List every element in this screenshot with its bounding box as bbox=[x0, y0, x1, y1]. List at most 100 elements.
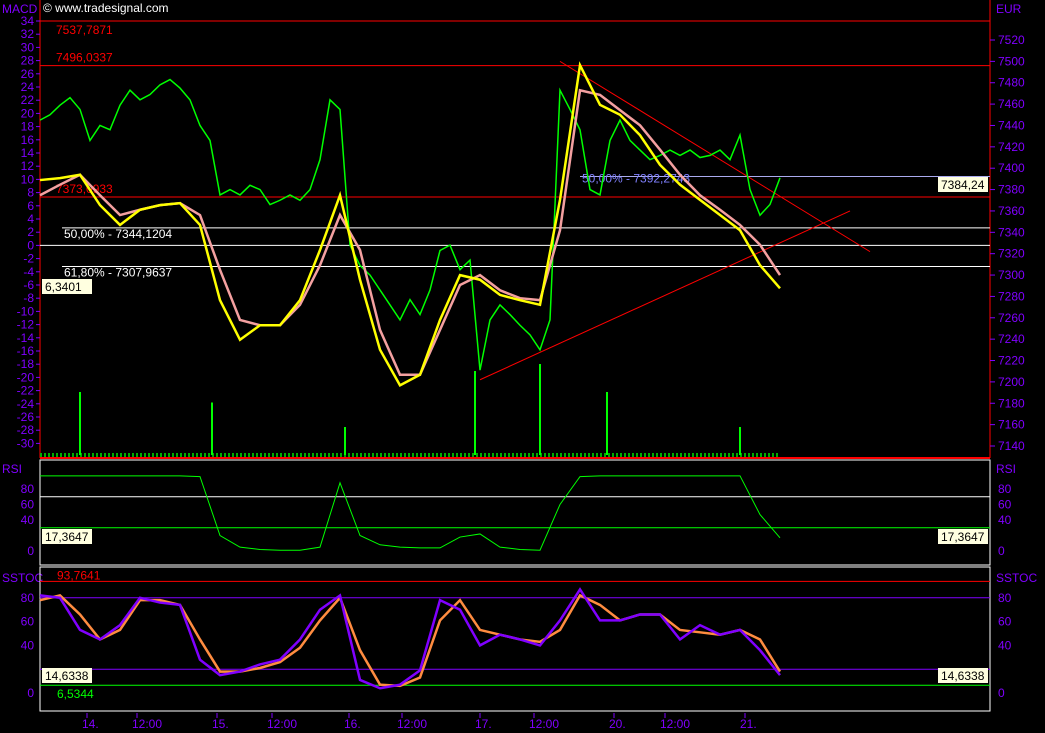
eur-tick-label: 7380 bbox=[998, 183, 1025, 197]
price-level-label: 7373,0933 bbox=[56, 182, 113, 196]
macd-tick-label: -18 bbox=[17, 357, 35, 371]
trendline-upper bbox=[559, 60, 871, 253]
sstoc-panel-border bbox=[39, 566, 991, 712]
price-current-value-bg bbox=[938, 177, 988, 192]
sstoc-tick-label-right: 60 bbox=[998, 615, 1012, 629]
sstoc-current-value-left: 14,6338 bbox=[45, 669, 89, 683]
sstoc-tick-label-left: 80 bbox=[21, 591, 35, 605]
sstoc-current-value-left-bg bbox=[42, 668, 92, 683]
eur-tick-label: 7220 bbox=[998, 354, 1025, 368]
macd-tick-label: 2 bbox=[27, 225, 34, 239]
sstoc-fast-line bbox=[39, 587, 781, 690]
macd-tick-label: -24 bbox=[17, 397, 35, 411]
rsi-line bbox=[40, 475, 781, 551]
rsi-panel-border bbox=[39, 459, 991, 566]
sstoc-slow-line bbox=[39, 593, 782, 688]
rsi-tick-label-left: 80 bbox=[21, 482, 35, 496]
rsi-tick-label-left: 60 bbox=[21, 498, 35, 512]
macd-tick-label: 10 bbox=[21, 172, 35, 186]
eur-tick-label: 7400 bbox=[998, 161, 1025, 175]
eur-tick-label: 7140 bbox=[998, 439, 1025, 453]
rsi-current-value-right: 17,3647 bbox=[941, 530, 985, 544]
eur-tick-label: 7260 bbox=[998, 311, 1025, 325]
macd-tick-label: 12 bbox=[21, 159, 35, 173]
eur-tick-label: 7520 bbox=[998, 33, 1025, 47]
sstoc-tick-label-right: 40 bbox=[998, 638, 1012, 652]
sstoc-upper-label: 93,7641 bbox=[57, 568, 101, 582]
macd-tick-label: -28 bbox=[17, 423, 35, 437]
x-tick-label: 16. bbox=[344, 717, 361, 731]
eur-tick-label: 7460 bbox=[998, 97, 1025, 111]
eur-tick-label: 7200 bbox=[998, 375, 1025, 389]
macd-tick-label: -4 bbox=[23, 265, 34, 279]
x-tick-label: 14. bbox=[82, 717, 99, 731]
sstoc-axis-title-left: SSTOC bbox=[2, 571, 43, 585]
rsi-tick-label-left: 40 bbox=[21, 513, 35, 527]
sstoc-current-value-right: 14,6338 bbox=[941, 669, 985, 683]
rsi-tick-label-right: 0 bbox=[998, 544, 1005, 558]
macd-tick-label: 34 bbox=[21, 14, 35, 28]
price-level-label: 61,80% - 7307,9637 bbox=[64, 266, 172, 280]
rsi-current-value-left: 17,3647 bbox=[45, 530, 89, 544]
macd-tick-label: 18 bbox=[21, 120, 35, 134]
price-level-label: 50,00% - 7344,1204 bbox=[64, 227, 172, 241]
macd-tick-label: -20 bbox=[17, 370, 35, 384]
eur-tick-label: 7340 bbox=[998, 225, 1025, 239]
eur-tick-label: 7300 bbox=[998, 268, 1025, 282]
macd-tick-label: 4 bbox=[27, 212, 34, 226]
eur-tick-label: 7280 bbox=[998, 289, 1025, 303]
macd-line bbox=[39, 61, 781, 387]
x-tick-label: 12:00 bbox=[660, 717, 690, 731]
price-level-label: 7537,7871 bbox=[56, 23, 113, 37]
eur-axis-title: EUR bbox=[996, 2, 1022, 16]
macd-tick-label: 16 bbox=[21, 133, 35, 147]
price-level-label: 7496,0337 bbox=[56, 51, 113, 65]
sstoc-tick-label-left: 40 bbox=[21, 638, 35, 652]
macd-tick-label: 26 bbox=[21, 67, 35, 81]
eur-tick-label: 7440 bbox=[998, 118, 1025, 132]
macd-tick-label: 8 bbox=[27, 186, 34, 200]
sstoc-tick-label-left: 0 bbox=[27, 686, 34, 700]
sstoc-tick-label-right: 0 bbox=[998, 686, 1005, 700]
price-current-value: 7384,24 bbox=[941, 178, 985, 192]
x-tick-label: 12:00 bbox=[529, 717, 559, 731]
x-tick-label: 17. bbox=[475, 717, 492, 731]
macd-tick-label: -30 bbox=[17, 436, 35, 450]
macd-tick-label: -22 bbox=[17, 384, 35, 398]
rsi-axis-title-right: RSI bbox=[996, 462, 1016, 476]
x-tick-label: 12:00 bbox=[267, 717, 297, 731]
x-tick-label: 12:00 bbox=[132, 717, 162, 731]
eur-tick-label: 7500 bbox=[998, 54, 1025, 68]
sstoc-tick-label-left: 60 bbox=[21, 615, 35, 629]
eur-tick-label: 7360 bbox=[998, 204, 1025, 218]
price-level-label: 50,00% - 7392,2743 bbox=[582, 171, 690, 185]
rsi-tick-label-right: 80 bbox=[998, 482, 1012, 496]
rsi-tick-label-left: 0 bbox=[27, 544, 34, 558]
macd-current-value: 6,3401 bbox=[45, 280, 82, 294]
watermark: © www.tradesignal.com bbox=[43, 1, 169, 15]
x-tick-label: 15. bbox=[212, 717, 229, 731]
macd-current-value-bg bbox=[42, 279, 92, 294]
x-tick-label: 20. bbox=[609, 717, 626, 731]
macd-tick-label: 32 bbox=[21, 27, 35, 41]
rsi-axis-title-left: RSI bbox=[2, 462, 22, 476]
macd-tick-label: 6 bbox=[27, 199, 34, 213]
macd-tick-label: -8 bbox=[23, 291, 34, 305]
eur-tick-label: 7420 bbox=[998, 140, 1025, 154]
macd-tick-label: 0 bbox=[27, 238, 34, 252]
rsi-current-value-right-bg bbox=[938, 529, 988, 544]
macd-tick-label: 28 bbox=[21, 54, 35, 68]
macd-tick-label: 22 bbox=[21, 93, 35, 107]
macd-tick-label: -14 bbox=[17, 331, 35, 345]
price-line bbox=[39, 78, 781, 371]
macd-tick-label: 30 bbox=[21, 40, 35, 54]
rsi-tick-label-right: 60 bbox=[998, 498, 1012, 512]
eur-tick-label: 7240 bbox=[998, 332, 1025, 346]
macd-tick-label: 20 bbox=[21, 106, 35, 120]
x-tick-label: 21. bbox=[740, 717, 757, 731]
eur-tick-label: 7320 bbox=[998, 247, 1025, 261]
eur-tick-label: 7160 bbox=[998, 418, 1025, 432]
macd-tick-label: -26 bbox=[17, 410, 35, 424]
macd-tick-label: -2 bbox=[23, 252, 34, 266]
macd-tick-label: -10 bbox=[17, 304, 35, 318]
